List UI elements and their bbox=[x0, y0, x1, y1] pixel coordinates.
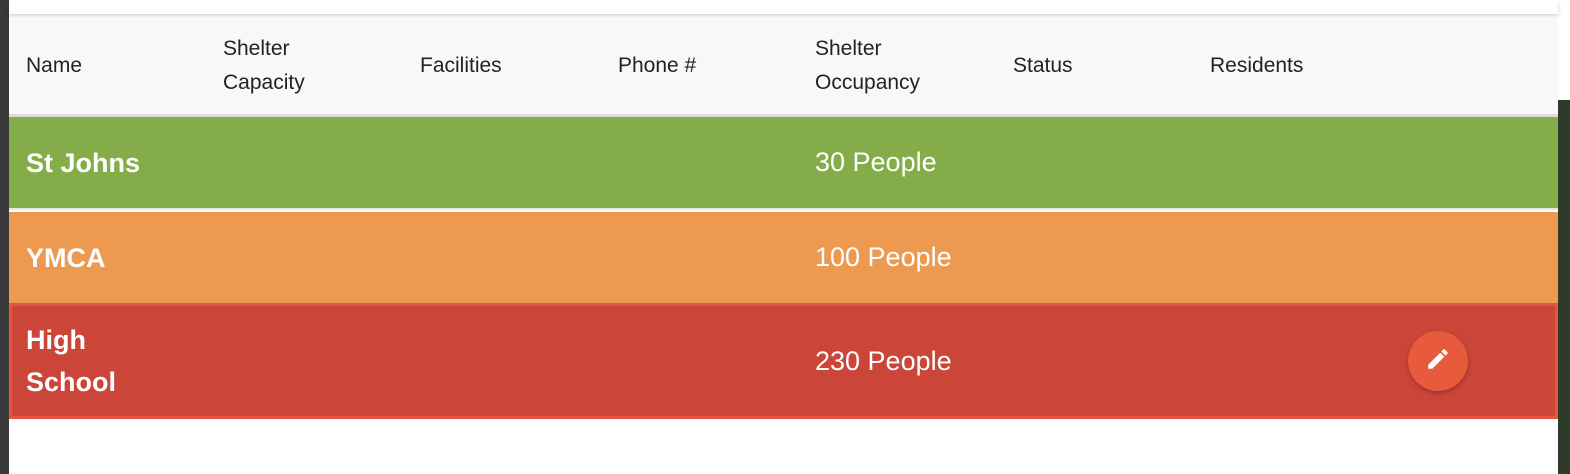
table-row[interactable]: High School 230 People bbox=[9, 303, 1558, 419]
column-header-phone[interactable]: Phone # bbox=[618, 54, 697, 77]
top-bar bbox=[9, 0, 1558, 14]
shelter-name: High School bbox=[26, 325, 117, 397]
shelter-name: YMCA bbox=[26, 242, 106, 273]
shelter-occupancy: 100 People bbox=[815, 242, 952, 272]
column-header-shelter-capacity[interactable]: Shelter Capacity bbox=[223, 37, 305, 94]
edit-button[interactable] bbox=[1408, 331, 1468, 391]
column-header-name[interactable]: Name bbox=[26, 54, 83, 77]
window-left-edge bbox=[0, 0, 9, 474]
shelter-table-panel: Name Shelter Capacity Facilities Phone #… bbox=[9, 0, 1558, 474]
table-row[interactable]: St Johns 30 People bbox=[9, 117, 1558, 210]
table-row[interactable]: YMCA 100 People bbox=[9, 212, 1558, 303]
column-header-shelter-occupancy[interactable]: Shelter Occupancy bbox=[815, 37, 921, 94]
table-header: Name Shelter Capacity Facilities Phone #… bbox=[9, 18, 1558, 117]
column-header-facilities[interactable]: Facilities bbox=[420, 54, 502, 77]
column-header-status[interactable]: Status bbox=[1013, 54, 1073, 77]
column-header-residents[interactable]: Residents bbox=[1210, 54, 1304, 77]
window-right-edge bbox=[1558, 100, 1570, 474]
shelter-name: St Johns bbox=[26, 147, 141, 178]
shelter-occupancy: 30 People bbox=[815, 147, 937, 177]
pencil-icon bbox=[1425, 346, 1451, 377]
shelter-occupancy: 230 People bbox=[815, 345, 952, 376]
